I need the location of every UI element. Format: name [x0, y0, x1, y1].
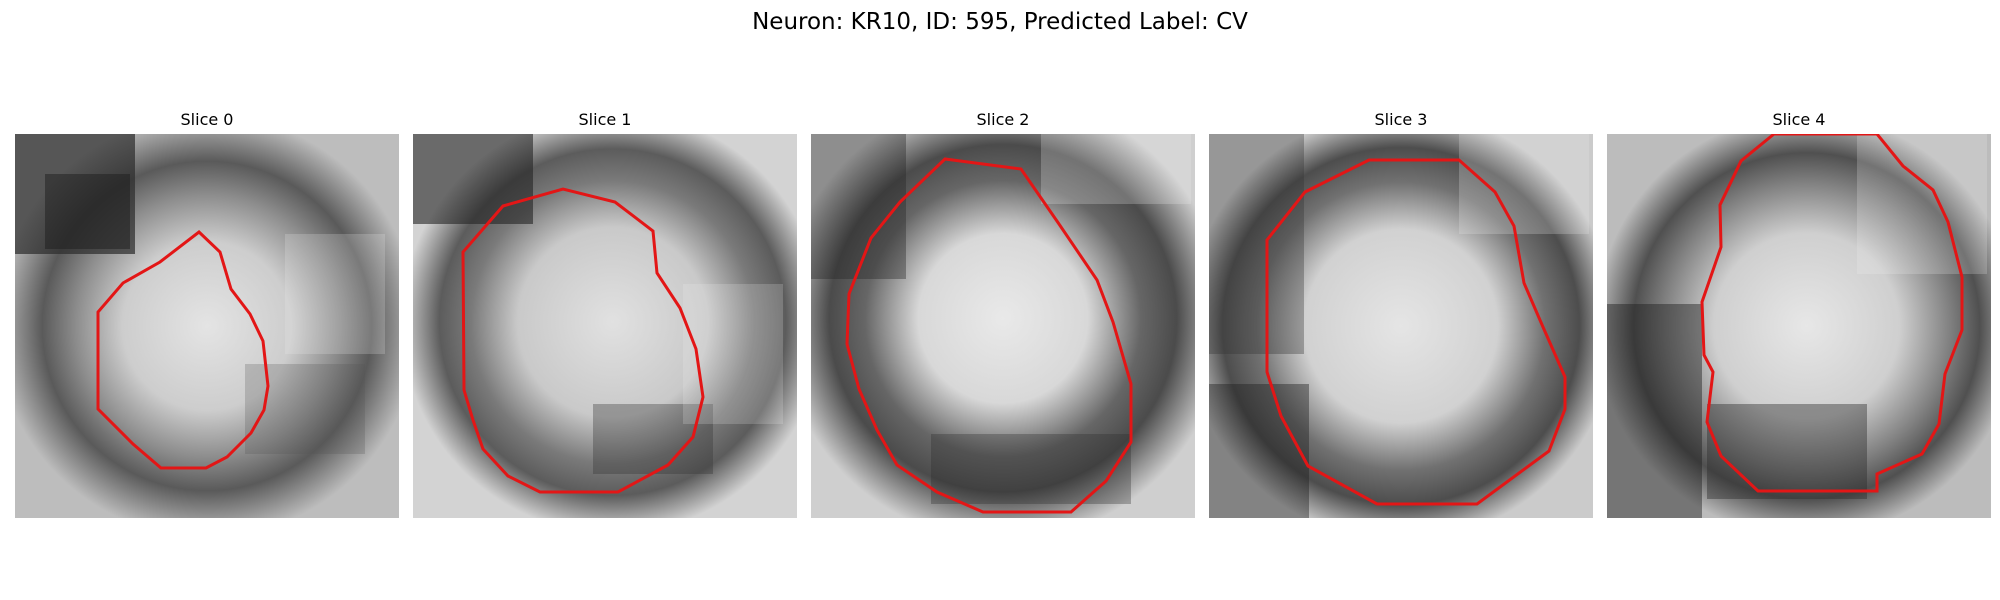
- contour-outline: [461, 187, 705, 494]
- grayscale-slice-image: [1209, 134, 1593, 518]
- slice-title: Slice 2: [976, 110, 1030, 129]
- slice-image: [811, 134, 1195, 518]
- contour-outline: [845, 157, 1133, 514]
- slice-title: Slice 3: [1374, 110, 1428, 129]
- slice-title: Slice 1: [578, 110, 632, 129]
- contour-outline: [96, 230, 270, 470]
- slice-image: [1607, 134, 1991, 518]
- contour-outline: [1700, 134, 1964, 493]
- slice-image: [15, 134, 399, 518]
- slice-panel-3: Slice 3: [1209, 107, 1593, 518]
- slice-panel-1: Slice 1: [413, 107, 797, 518]
- slice-panel-4: Slice 4: [1607, 107, 1991, 518]
- figure-title: Neuron: KR10, ID: 595, Predicted Label: …: [752, 9, 1248, 35]
- grayscale-slice-image: [1607, 134, 1991, 518]
- slice-title: Slice 0: [180, 110, 234, 129]
- slice-image: [1209, 134, 1593, 518]
- slice-panel-0: Slice 0: [15, 107, 399, 518]
- slice-title: Slice 4: [1772, 110, 1826, 129]
- slice-panel-2: Slice 2: [811, 107, 1195, 518]
- grayscale-slice-image: [413, 134, 797, 518]
- slice-image: [413, 134, 797, 518]
- grayscale-slice-image: [811, 134, 1195, 518]
- grayscale-slice-image: [15, 134, 399, 518]
- contour-outline: [1265, 158, 1567, 506]
